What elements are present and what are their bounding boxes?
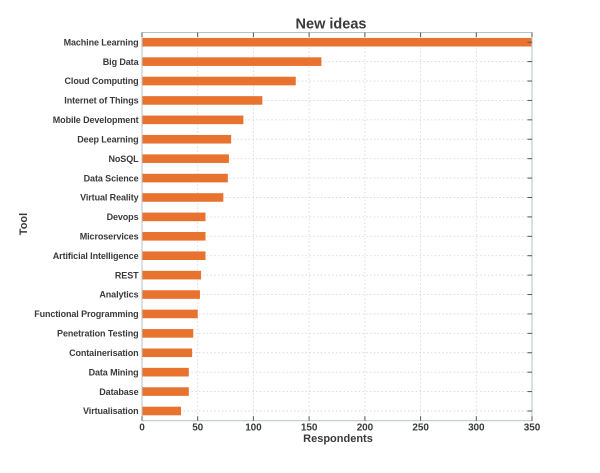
svg-text:Machine Learning: Machine Learning bbox=[64, 37, 139, 47]
svg-text:Database: Database bbox=[99, 387, 138, 397]
svg-text:250: 250 bbox=[412, 423, 429, 434]
svg-text:Virtualisation: Virtualisation bbox=[83, 406, 138, 416]
svg-text:Penetration Testing: Penetration Testing bbox=[57, 329, 138, 339]
svg-text:100: 100 bbox=[245, 423, 262, 434]
svg-text:Tool: Tool bbox=[18, 213, 30, 235]
svg-text:Respondents: Respondents bbox=[303, 433, 373, 445]
svg-text:Internet of Things: Internet of Things bbox=[64, 96, 138, 106]
svg-text:Functional Programming: Functional Programming bbox=[34, 309, 138, 319]
svg-text:Deep Learning: Deep Learning bbox=[77, 134, 138, 144]
svg-text:Containerisation: Containerisation bbox=[69, 348, 138, 358]
svg-text:Devops: Devops bbox=[107, 212, 139, 222]
svg-text:Cloud Computing: Cloud Computing bbox=[65, 76, 139, 86]
svg-text:150: 150 bbox=[301, 423, 318, 434]
svg-text:0: 0 bbox=[139, 423, 145, 434]
svg-text:350: 350 bbox=[524, 423, 541, 434]
svg-text:Analytics: Analytics bbox=[99, 290, 138, 300]
svg-text:New ideas: New ideas bbox=[296, 17, 367, 33]
svg-text:300: 300 bbox=[468, 423, 485, 434]
svg-text:Mobile Development: Mobile Development bbox=[53, 115, 139, 125]
svg-text:Big Data: Big Data bbox=[103, 57, 140, 67]
svg-text:REST: REST bbox=[115, 270, 139, 280]
svg-text:200: 200 bbox=[357, 423, 374, 434]
svg-text:50: 50 bbox=[192, 423, 203, 434]
svg-text:Data Science: Data Science bbox=[84, 173, 139, 183]
svg-text:Virtual Reality: Virtual Reality bbox=[80, 193, 138, 203]
svg-text:Artificial Intelligence: Artificial Intelligence bbox=[53, 251, 139, 261]
svg-text:Data Mining: Data Mining bbox=[89, 367, 139, 377]
svg-text:NoSQL: NoSQL bbox=[109, 154, 140, 164]
svg-text:Microservices: Microservices bbox=[80, 232, 139, 242]
